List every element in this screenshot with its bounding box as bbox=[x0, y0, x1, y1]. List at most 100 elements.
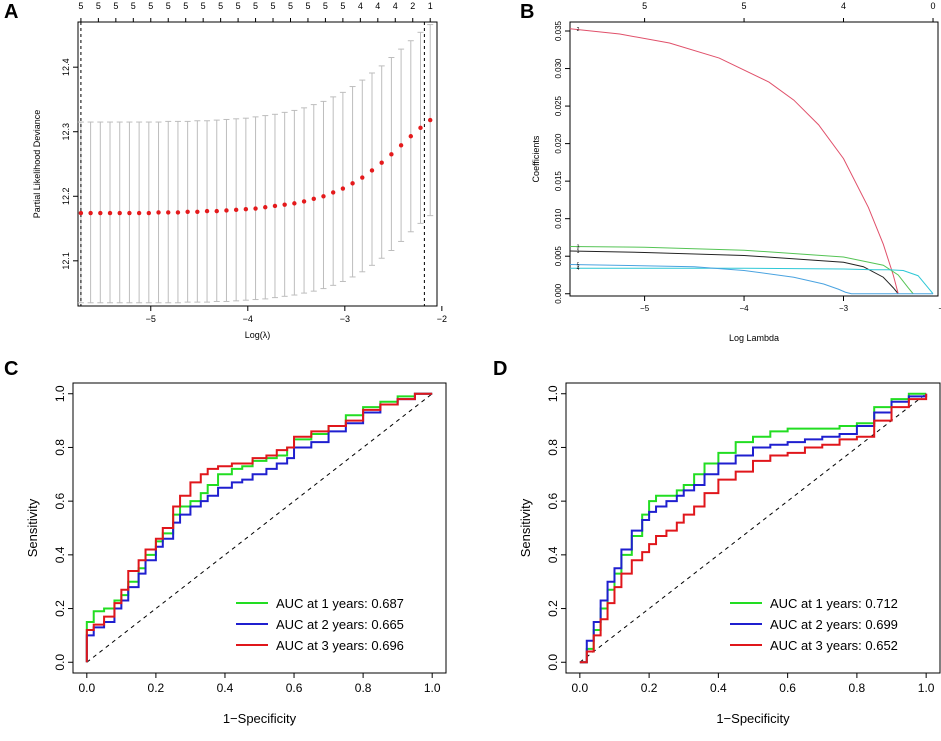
top-axis-label: 5 bbox=[201, 1, 206, 11]
cv-point bbox=[360, 175, 365, 180]
plot-frame bbox=[565, 382, 941, 674]
top-axis-label: 5 bbox=[236, 1, 241, 11]
x-tick-label: 0.6 bbox=[286, 681, 303, 695]
panel-d: D 0.0 0.2 0.4 0.6 0.8 1.0 0.0 0.2 0.4 0.6 0.8 1.0 1−… bbox=[493, 358, 941, 726]
cv-point bbox=[78, 210, 84, 216]
cv-point bbox=[233, 207, 239, 213]
x-axis-label: 1−Specificity bbox=[223, 711, 297, 726]
top-axis-label: 4 bbox=[375, 1, 380, 11]
cv-point bbox=[204, 208, 210, 214]
top-axis-label: 4 bbox=[358, 1, 363, 11]
x-tick-label: 0.8 bbox=[355, 681, 372, 695]
y-tick-label: 0.005 bbox=[554, 246, 563, 267]
cv-point bbox=[185, 209, 190, 214]
top-axis-label: 5 bbox=[78, 1, 83, 11]
x-tick-label: −5 bbox=[146, 314, 156, 324]
y-axis-label: Partial Likelihood Deviance bbox=[32, 110, 42, 219]
legend-label: AUC at 1 years: 0.687 bbox=[276, 596, 404, 611]
y-tick-label: 0.015 bbox=[554, 171, 563, 192]
coef-path bbox=[569, 250, 899, 295]
y-tick-label: 12.2 bbox=[61, 188, 71, 206]
legend-label: AUC at 2 years: 0.699 bbox=[770, 617, 898, 632]
y-tick-label: 0.8 bbox=[546, 439, 560, 456]
top-axis-label: 5 bbox=[113, 1, 118, 11]
coef-path-label: 4 bbox=[577, 266, 580, 272]
y-tick-label: 0.020 bbox=[554, 133, 563, 154]
cv-point bbox=[282, 202, 287, 207]
top-axis-label: 5 bbox=[131, 1, 136, 11]
cv-point bbox=[127, 210, 132, 216]
cv-point bbox=[224, 208, 229, 213]
panel-c-letter: C bbox=[4, 358, 18, 380]
x-tick-label: 0.4 bbox=[217, 681, 234, 695]
roc-curve bbox=[579, 393, 928, 664]
coef-path bbox=[570, 267, 934, 295]
x-tick-label: 0.4 bbox=[710, 681, 727, 695]
cv-point bbox=[272, 203, 278, 209]
x-tick-label: 0.2 bbox=[148, 681, 165, 695]
x-tick-label: 0.0 bbox=[78, 681, 95, 695]
top-axis-label: 0 bbox=[931, 1, 936, 11]
top-axis-label: 5 bbox=[642, 1, 647, 11]
top-axis-label: 4 bbox=[841, 1, 846, 11]
y-tick-label: 0.4 bbox=[53, 546, 67, 563]
cv-point bbox=[214, 208, 219, 214]
legend-label: AUC at 2 years: 0.665 bbox=[276, 617, 404, 632]
cv-point bbox=[263, 205, 268, 210]
cv-point bbox=[88, 210, 93, 216]
legend-label: AUC at 3 years: 0.652 bbox=[770, 638, 898, 653]
cv-point bbox=[292, 201, 297, 206]
panel-b: B −5 −4 −3 −2 0.000 0.005 0.010 0.015 0.020 0.025… bbox=[520, 1, 941, 343]
x-tick-label: −4 bbox=[739, 304, 749, 313]
top-axis-label: 5 bbox=[340, 1, 345, 11]
plot-frame bbox=[72, 382, 447, 674]
cv-point bbox=[330, 190, 336, 195]
cv-point bbox=[340, 186, 346, 191]
y-tick-label: 12.3 bbox=[61, 123, 71, 141]
cv-point bbox=[379, 160, 384, 165]
cv-point bbox=[428, 117, 433, 123]
legend-label: AUC at 1 years: 0.712 bbox=[770, 596, 898, 611]
coef-path-label: 5 bbox=[577, 262, 580, 268]
top-axis-label: 2 bbox=[410, 1, 415, 11]
x-tick-label: −3 bbox=[340, 314, 350, 324]
x-tick-label: 1.0 bbox=[918, 681, 935, 695]
x-tick-label: 0.0 bbox=[572, 681, 589, 695]
y-tick-label: 12.1 bbox=[61, 252, 71, 270]
cv-point bbox=[321, 194, 326, 199]
top-axis-label: 5 bbox=[323, 1, 328, 11]
coef-path-label: 2 bbox=[577, 27, 580, 33]
top-axis-label: 5 bbox=[218, 1, 223, 11]
cv-point bbox=[243, 206, 249, 212]
top-axis-label: 4 bbox=[393, 1, 398, 11]
cv-point bbox=[166, 210, 171, 215]
coef-path bbox=[569, 245, 914, 295]
y-tick-label: 0.0 bbox=[546, 654, 560, 671]
x-tick-label: −2 bbox=[938, 304, 941, 313]
y-axis-label: Coefficients bbox=[531, 135, 541, 182]
top-axis-label: 5 bbox=[271, 1, 276, 11]
y-tick-label: 0.2 bbox=[53, 600, 67, 617]
y-tick-label: 0.6 bbox=[53, 492, 67, 509]
y-axis-label: Sensitivity bbox=[518, 498, 533, 557]
cv-point bbox=[98, 210, 103, 216]
cv-point bbox=[253, 206, 258, 211]
x-tick-label: 0.2 bbox=[641, 681, 658, 695]
coef-path bbox=[569, 263, 934, 295]
cv-point bbox=[195, 209, 200, 214]
top-axis-label: 5 bbox=[288, 1, 293, 11]
top-axis-label: 5 bbox=[305, 1, 310, 11]
y-tick-label: 0.030 bbox=[554, 58, 563, 79]
y-tick-label: 0.8 bbox=[53, 439, 67, 456]
cv-point bbox=[398, 143, 404, 148]
x-tick-label: −2 bbox=[437, 314, 447, 324]
cv-point bbox=[369, 168, 375, 173]
reference-diagonal bbox=[86, 393, 433, 663]
panel-b-letter: B bbox=[520, 1, 534, 23]
roc-curve bbox=[579, 393, 928, 664]
plot-frame bbox=[77, 21, 438, 307]
cv-point bbox=[146, 210, 152, 216]
x-tick-label: −4 bbox=[243, 314, 253, 324]
panel-a: A −5 −4 −3 −2 12.1 12.2 12.3 12.4 Log(λ) Partial … bbox=[4, 1, 447, 340]
top-axis-label: 5 bbox=[253, 1, 258, 11]
